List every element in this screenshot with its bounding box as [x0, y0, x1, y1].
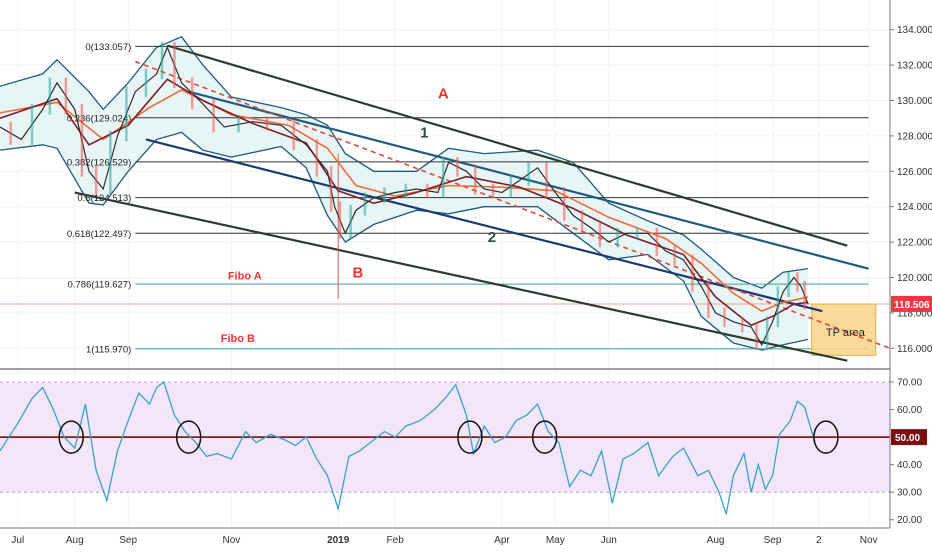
time-tick-label: 2	[816, 535, 822, 546]
time-tick-label: Nov	[223, 535, 241, 546]
fib-level-label: 0.382(126.529)	[67, 157, 131, 168]
channel-line	[74, 191, 848, 362]
bollinger-upper-line	[0, 36, 809, 289]
annotation-fibo-a: Fibo A	[228, 270, 262, 282]
oscillator-circle-marker	[457, 420, 483, 454]
time-tick-label: May	[546, 535, 565, 546]
current-price-label: 118.506	[894, 300, 930, 311]
time-tick-label: Nov	[860, 535, 878, 546]
oscillator-tick-label: 60.00	[897, 405, 922, 416]
time-tick-label: Jun	[601, 535, 617, 546]
price-tick-label: 124.000	[897, 202, 932, 213]
oscillator-midline-label: 50.00	[895, 433, 920, 444]
oscillator-circle-marker	[175, 420, 202, 454]
tp-area-zone	[811, 303, 877, 356]
oscillator-pane	[0, 368, 890, 515]
annotation-fibo-b: Fibo B	[221, 333, 255, 345]
price-tick-label: 118.000	[897, 308, 932, 319]
time-tick-label: Aug	[707, 535, 725, 546]
oscillator-circle-marker	[58, 420, 84, 454]
oscillator-tick-label: 20.00	[897, 515, 922, 526]
oscillator-circle-marker	[813, 420, 839, 454]
price-tick-label: 120.000	[897, 273, 932, 284]
annotation-point-b: B	[352, 265, 363, 282]
oscillator-series	[0, 380, 816, 515]
price-tick-label: 126.000	[897, 167, 932, 178]
time-tick-label: Feb	[387, 535, 405, 546]
price-tick-label: 134.000	[897, 25, 932, 36]
annotation-line-2: 2	[488, 229, 496, 246]
oscillator-circle-marker	[531, 420, 558, 454]
channel-line	[167, 44, 848, 247]
time-tick-label: Sep	[764, 535, 782, 546]
annotation-tp-area: TP area	[826, 327, 866, 339]
current-price-tag	[891, 295, 932, 312]
time-tick-label: Apr	[494, 535, 510, 546]
oscillator-midline-tag	[891, 429, 927, 446]
fib-level-label: 0(133.057)	[85, 42, 131, 53]
time-tick-label: Jul	[11, 535, 24, 546]
price-tick-label: 132.000	[897, 61, 932, 72]
price-tick-label: 116.000	[897, 344, 932, 355]
oscillator-tick-label: 70.00	[897, 378, 922, 389]
time-tick-label: Aug	[66, 535, 84, 546]
fib-level-label: 1(115.970)	[86, 344, 131, 355]
time-tick-label: Sep	[119, 535, 137, 546]
price-tick-label: 128.000	[897, 131, 932, 142]
annotation-point-a: A	[438, 86, 449, 103]
price-tick-label: 122.000	[897, 238, 932, 249]
bollinger-fill	[0, 36, 809, 351]
fib-level-label: 0.786(119.627)	[68, 280, 132, 291]
annotation-line-1: 1	[420, 125, 428, 142]
price-series-line	[0, 45, 809, 347]
oscillator-tick-label: 40.00	[897, 460, 922, 471]
price-tick-label: 130.000	[897, 96, 932, 107]
time-tick-label: 2019	[327, 535, 350, 546]
fib-level-label: 0.618(122.497)	[67, 229, 131, 240]
moving-average-dark	[0, 78, 809, 327]
oscillator-tick-label: 30.00	[897, 488, 922, 499]
fib-level-label: 0.236(129.024)	[67, 113, 131, 124]
price-pane: 0(133.057) 0.236(129.024) 0.382(126.529) 0.…	[0, 0, 891, 528]
